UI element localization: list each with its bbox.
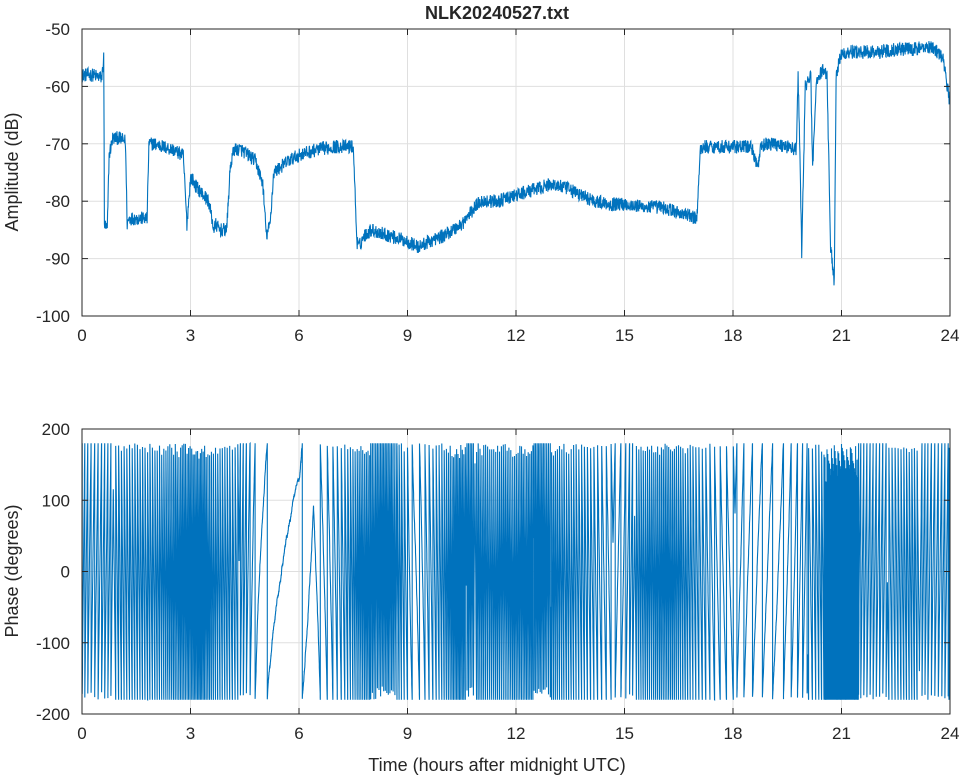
amplitude-y-tick-label: -100: [36, 307, 70, 326]
amplitude-x-tick-label: 18: [724, 326, 743, 345]
amplitude-x-tick-label: 24: [941, 326, 960, 345]
phase-y-tick-label: 100: [42, 491, 70, 510]
amplitude-y-axis-label: Amplitude (dB): [2, 112, 22, 231]
amplitude-x-tick-label: 6: [294, 326, 303, 345]
phase-x-tick-label: 6: [294, 724, 303, 743]
phase-ticks: 0 3 6 9 12 15 18 21 24 -200 -100 0 100 200: [36, 420, 959, 743]
amplitude-series: [82, 41, 950, 286]
chart-title: NLK20240527.txt: [425, 3, 569, 23]
phase-x-tick-label: 12: [507, 724, 526, 743]
phase-y-tick-label: -100: [36, 634, 70, 653]
amplitude-y-tick-label: -60: [45, 77, 70, 96]
x-axis-label: Time (hours after midnight UTC): [368, 755, 625, 775]
amplitude-x-tick-label: 9: [403, 326, 412, 345]
phase-y-axis-label: Phase (degrees): [2, 504, 22, 637]
amplitude-x-tick-label: 0: [77, 326, 86, 345]
amplitude-y-tick-label: -70: [45, 135, 70, 154]
amplitude-y-tick-label: -80: [45, 192, 70, 211]
phase-x-tick-label: 18: [724, 724, 743, 743]
amplitude-x-tick-label: 15: [615, 326, 634, 345]
amplitude-x-tick-label: 3: [186, 326, 195, 345]
amplitude-x-tick-label: 21: [832, 326, 851, 345]
phase-y-tick-label: 200: [42, 420, 70, 439]
amplitude-panel: 0 3 6 9 12 15 18 21 24 -100 -90 -80 -70 -60 -50 NLK202…: [2, 3, 959, 345]
amplitude-y-tick-label: -90: [45, 250, 70, 269]
phase-y-tick-label: 0: [61, 563, 70, 582]
phase-series: [82, 441, 950, 702]
phase-line: [82, 441, 950, 702]
phase-x-tick-label: 15: [615, 724, 634, 743]
amplitude-line: [82, 41, 950, 286]
phase-x-tick-label: 24: [941, 724, 960, 743]
phase-x-tick-label: 21: [832, 724, 851, 743]
phase-y-tick-label: -200: [36, 705, 70, 724]
amplitude-ticks: 0 3 6 9 12 15 18 21 24 -100 -90 -80 -70 -60 -50: [36, 20, 959, 345]
phase-x-tick-label: 3: [186, 724, 195, 743]
phase-x-tick-label: 0: [77, 724, 86, 743]
phase-x-tick-label: 9: [403, 724, 412, 743]
amplitude-x-tick-label: 12: [507, 326, 526, 345]
amplitude-y-tick-label: -50: [45, 20, 70, 39]
phase-panel: 0 3 6 9 12 15 18 21 24 -200 -100 0 100 200 Time (hour…: [2, 420, 959, 775]
